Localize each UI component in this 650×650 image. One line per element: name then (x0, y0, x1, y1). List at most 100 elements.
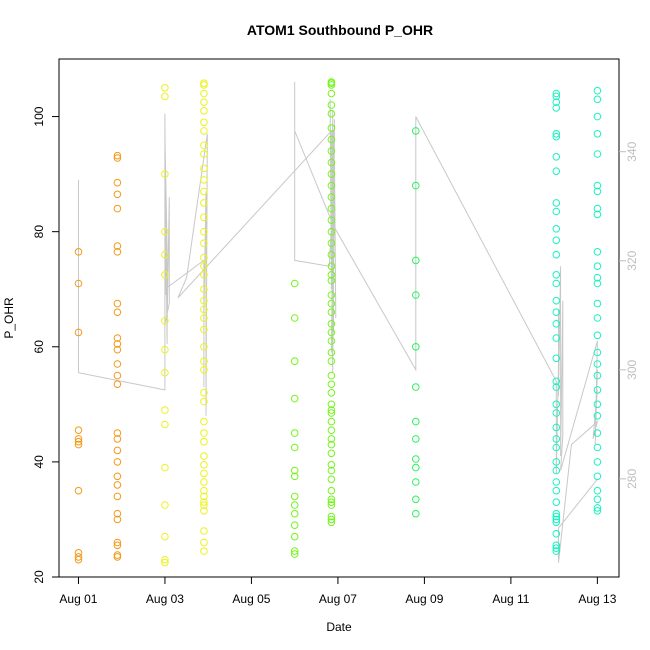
data-point (552, 236, 561, 245)
data-point (593, 331, 602, 340)
data-point (200, 501, 208, 509)
data-point (74, 437, 83, 446)
data-point (593, 507, 602, 515)
data-point (161, 406, 169, 414)
data-point (593, 371, 602, 380)
data-point (113, 204, 122, 213)
data-point (200, 492, 208, 501)
data-point (327, 357, 336, 366)
data-point (113, 458, 122, 466)
data-point (593, 472, 602, 481)
data-point (412, 495, 420, 504)
data-point (593, 248, 602, 256)
data-point (290, 501, 299, 509)
data-point (74, 426, 83, 435)
data-point (200, 271, 208, 279)
data-point (113, 248, 122, 256)
data-point (552, 435, 561, 443)
data-point (412, 343, 420, 351)
data-point (552, 308, 561, 317)
data-point (327, 435, 336, 443)
data-point (327, 320, 336, 328)
data-point (161, 555, 169, 564)
data-point (593, 386, 602, 394)
plot-frame (58, 58, 620, 578)
data-point (290, 547, 299, 555)
data-point (200, 79, 208, 87)
data-point (327, 262, 336, 271)
data-point (113, 492, 122, 501)
data-point (552, 98, 561, 106)
data-point (200, 98, 208, 106)
data-point (113, 551, 122, 559)
data-point (593, 348, 602, 357)
data-point (113, 541, 122, 550)
data-point (200, 127, 208, 135)
data-point (327, 371, 336, 380)
data-point (552, 544, 561, 553)
data-point (593, 360, 602, 368)
data-point (200, 118, 208, 127)
data-point (552, 296, 561, 305)
data-point (552, 354, 561, 363)
data-point (290, 429, 299, 437)
data-point (200, 343, 208, 351)
data-point (327, 486, 336, 495)
data-point (113, 178, 122, 187)
x-tick-label: Aug 03 (146, 592, 184, 606)
data-point (552, 458, 561, 466)
data-point (327, 501, 336, 509)
data-point (161, 345, 169, 354)
data-point (412, 435, 420, 443)
data-point (113, 360, 122, 368)
data-point (593, 279, 602, 288)
data-point (412, 127, 420, 135)
data-point (593, 412, 602, 420)
data-point (290, 550, 299, 558)
data-point (327, 291, 336, 299)
data-point (200, 262, 208, 271)
data-point (327, 515, 336, 524)
data-point (593, 210, 602, 219)
data-point (593, 95, 602, 104)
data-point (290, 532, 299, 541)
data-point (552, 486, 561, 495)
data-point (327, 426, 336, 435)
data-point (161, 532, 169, 541)
data-point (593, 429, 602, 437)
data-point (200, 187, 208, 196)
data-point (327, 466, 336, 475)
data-point (327, 475, 336, 484)
data-point (161, 250, 169, 259)
y-tick-label: 100 (32, 106, 46, 126)
data-point (552, 509, 561, 518)
data-point (327, 308, 336, 317)
data-point (327, 461, 336, 469)
data-point (113, 190, 122, 199)
data-point (412, 455, 420, 463)
data-point (552, 334, 561, 342)
points-layer (74, 78, 602, 567)
y2-tick-label: 280 (625, 469, 639, 489)
data-point (200, 397, 208, 406)
data-point (327, 250, 336, 259)
data-point (200, 417, 208, 426)
data-point (113, 446, 122, 455)
data-point (200, 141, 208, 150)
data-point (161, 92, 169, 101)
data-point (290, 394, 299, 403)
data-point (113, 308, 122, 317)
data-point (200, 199, 208, 207)
data-point (200, 107, 208, 115)
data-point (327, 193, 336, 201)
data-point (552, 89, 561, 98)
data-point (327, 124, 336, 132)
data-point (327, 101, 336, 109)
data-point (161, 420, 169, 429)
data-point (200, 305, 208, 314)
data-point (327, 78, 336, 86)
data-point (161, 227, 169, 236)
data-point (593, 150, 602, 158)
data-point (327, 348, 336, 357)
data-point (161, 170, 169, 178)
